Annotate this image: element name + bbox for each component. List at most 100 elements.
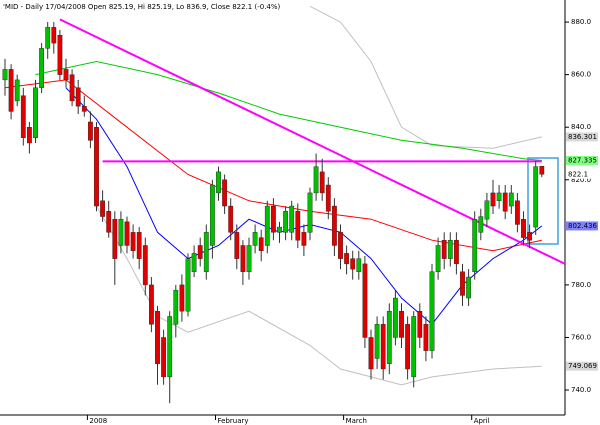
candle-body [405, 324, 410, 370]
price-label: 836.301 [568, 133, 597, 141]
candle-body [106, 211, 112, 233]
overlay-line [35, 60, 542, 161]
candle-body [393, 297, 398, 338]
candle-body [332, 205, 337, 246]
price-label: 802.436 [568, 222, 597, 230]
candle-body [155, 310, 160, 364]
candle-body [502, 192, 508, 212]
plot [2, 5, 566, 404]
y-tick-label: 740.0 [571, 386, 591, 394]
candle-body [508, 192, 514, 207]
candle-body [148, 284, 154, 325]
candle-body [167, 316, 173, 378]
candle-body [307, 192, 313, 233]
candle-body [423, 324, 429, 351]
candle-body [411, 316, 417, 378]
candle-body [252, 232, 258, 246]
candle-body [258, 237, 264, 251]
x-tick-label: March [346, 417, 367, 425]
candle-body [521, 218, 526, 238]
candle-body [447, 240, 453, 259]
candle-body [33, 87, 38, 138]
x-tick-label: February [218, 417, 249, 425]
y-tick-label: 780.0 [571, 281, 591, 289]
candle-body [515, 200, 520, 225]
price-label-box [566, 155, 598, 165]
candle-body [100, 200, 106, 217]
candle-body [8, 69, 14, 112]
candle-body [374, 324, 380, 359]
candle-body [185, 258, 191, 312]
candle-body [295, 211, 301, 241]
candle-body [496, 192, 502, 201]
y-tick-label: 860.0 [571, 71, 591, 79]
candle-body [216, 171, 221, 194]
candle-body [289, 205, 295, 233]
candle-body [14, 79, 20, 102]
candle-body [179, 284, 185, 312]
candle-body [319, 171, 325, 194]
candle-body [417, 310, 423, 338]
overlay-line [59, 18, 566, 265]
candle-body [283, 211, 288, 233]
y-tick-label: 840.0 [571, 123, 591, 131]
candle-body [533, 166, 539, 228]
candle-body [539, 165, 545, 175]
candle-body [222, 179, 227, 207]
candle-body [240, 245, 246, 272]
candle-body [313, 166, 319, 194]
candle-body [63, 69, 69, 81]
price-label: 822.1 [568, 170, 588, 178]
candle-body [338, 232, 343, 259]
candle-body [472, 218, 478, 272]
candle-body [234, 232, 240, 259]
candle-body [81, 105, 87, 112]
candle-body [51, 27, 57, 44]
y-tick-label: 760.0 [571, 333, 591, 341]
candle-body [429, 271, 435, 351]
chart-title: 'MID - Daily 17/04/2008 Open 825.19, Hi … [3, 3, 281, 11]
candle-body [57, 35, 63, 75]
candle-body [130, 232, 136, 251]
candle-body [191, 253, 197, 272]
candle-body [356, 258, 362, 272]
price-label-box [566, 169, 598, 179]
candle-body [466, 276, 471, 299]
candle-body [20, 95, 26, 138]
candle-body [136, 232, 142, 259]
price-label-box [566, 221, 598, 231]
highlight-box [527, 157, 559, 245]
y-tick-label: 880.0 [571, 18, 591, 26]
candle-body [94, 127, 99, 207]
candle-body [441, 240, 447, 259]
candle-body [362, 263, 368, 338]
candle-body [325, 184, 331, 212]
candle-body [228, 205, 234, 233]
candle-body [87, 121, 93, 141]
candle-body [435, 245, 441, 272]
candle-body [484, 200, 490, 220]
candle-body [350, 258, 356, 270]
candle-body [399, 310, 404, 338]
overlay-line [309, 5, 542, 149]
candle-body [2, 69, 8, 81]
candle-body [386, 310, 392, 364]
candle-body [197, 245, 203, 259]
candle-body [454, 240, 459, 265]
candle-body [124, 221, 130, 246]
candle-body [209, 184, 215, 246]
candle-body [112, 218, 118, 259]
candle-body [277, 226, 282, 233]
candle-body [142, 245, 148, 286]
candle-body [161, 337, 166, 378]
candle-body [368, 337, 374, 370]
candle-body [527, 232, 533, 241]
candle-body [69, 74, 75, 102]
candle-body [173, 289, 179, 325]
candle-body [344, 253, 349, 265]
candle-body [380, 324, 386, 370]
candle-body [246, 245, 252, 272]
candle-body [45, 27, 51, 49]
price-label: 827.335 [568, 156, 597, 164]
